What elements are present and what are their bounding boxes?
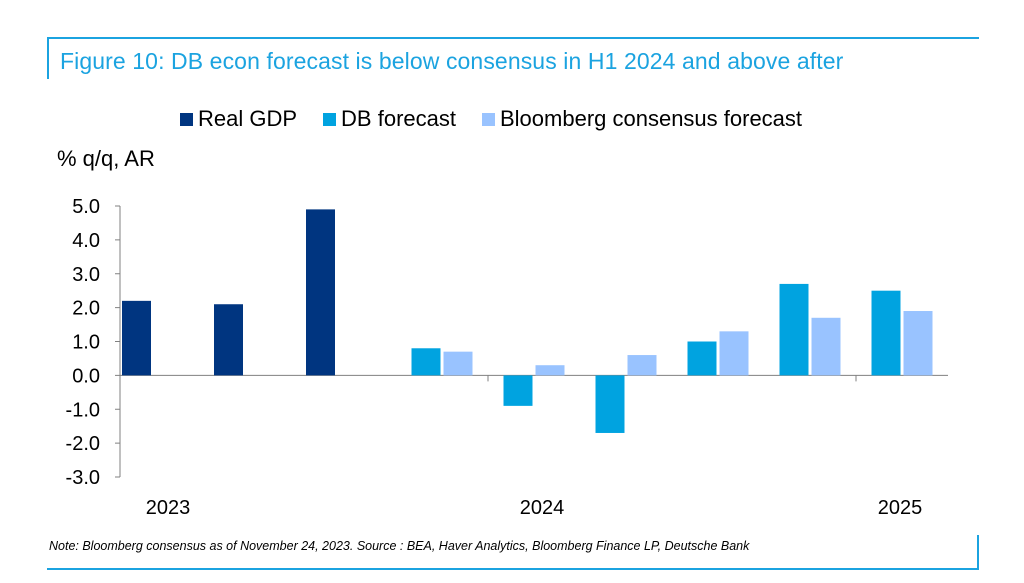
y-tick-label: 2.0	[72, 298, 100, 320]
bar-real-gdp	[122, 300, 151, 376]
legend-swatch-consensus	[481, 112, 495, 126]
legend-swatch-db-forecast	[323, 112, 337, 126]
y-tick-label: 3.0	[72, 264, 100, 286]
legend-item-real-gdp: Real GDP	[180, 106, 297, 132]
x-tick-label: 2024	[520, 497, 565, 519]
y-tick-label: 0.0	[72, 365, 100, 387]
legend-swatch-real-gdp	[180, 112, 193, 126]
bar-db-forecast	[411, 348, 441, 376]
frame-bottom-rule	[47, 568, 979, 570]
legend-item-db-forecast: DB forecast	[323, 106, 456, 132]
legend: Real GDP DB forecast Bloomberg consensus…	[180, 106, 828, 132]
bar-consensus	[443, 351, 473, 376]
bar-consensus	[627, 355, 657, 376]
bar-real-gdp	[306, 209, 335, 376]
y-tick-label: -3.0	[66, 467, 100, 489]
bar-consensus	[535, 365, 565, 376]
bar-real-gdp	[214, 304, 243, 376]
frame-right-rule	[977, 535, 979, 570]
x-tick-label: 2025	[878, 497, 923, 519]
legend-label-consensus: Bloomberg consensus forecast	[499, 106, 803, 131]
bar-consensus	[719, 331, 749, 376]
legend-label-real-gdp: Real GDP	[198, 106, 298, 131]
y-tick-label: -1.0	[66, 399, 100, 421]
bar-consensus	[811, 317, 841, 376]
bar-db-forecast	[687, 341, 717, 376]
frame-left-rule	[47, 37, 49, 79]
y-tick-label: 1.0	[72, 332, 100, 354]
bar-consensus	[903, 311, 933, 376]
source-note: Note: Bloomberg consensus as of November…	[49, 539, 750, 553]
y-tick-label: 5.0	[72, 196, 100, 218]
bar-db-forecast	[871, 290, 901, 376]
x-tick-label: 2023	[146, 497, 191, 519]
legend-item-consensus: Bloomberg consensus forecast	[481, 106, 803, 132]
bar-db-forecast	[595, 375, 625, 433]
chart-title: Figure 10: DB econ forecast is below con…	[60, 48, 844, 74]
frame-top-rule	[47, 37, 979, 39]
y-axis-unit-label: % q/q, AR	[57, 146, 155, 171]
y-tick-label: -2.0	[66, 433, 100, 455]
bar-db-forecast	[779, 283, 809, 376]
legend-label-db-forecast: DB forecast	[341, 106, 456, 131]
bar-db-forecast	[503, 375, 533, 406]
y-tick-label: 4.0	[72, 230, 100, 252]
